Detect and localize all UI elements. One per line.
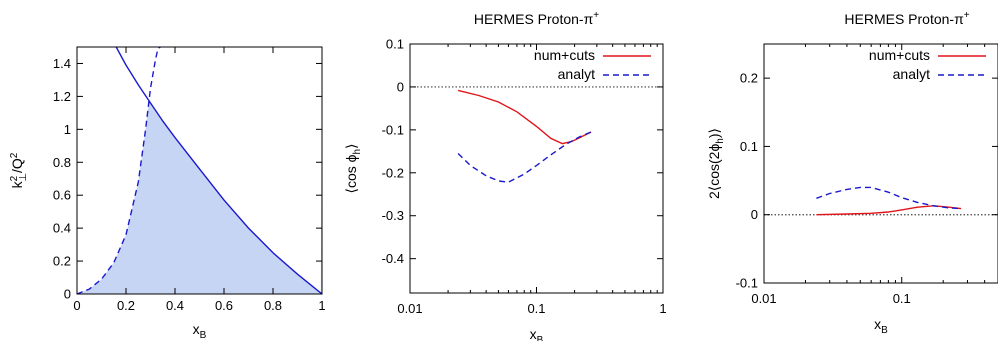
x-axis-label: xB xyxy=(874,316,888,336)
x-tick-label: 0.6 xyxy=(215,298,233,313)
y-axis-label-sub: h xyxy=(715,138,726,144)
x-axis-label-sub: B xyxy=(537,335,544,341)
x-axis-label-sub: B xyxy=(200,330,207,341)
y-axis-label-main: 2⟨cos(2ϕ xyxy=(706,144,722,199)
plot-frame xyxy=(409,43,664,294)
y-axis-label: ⟨cos ϕh⟩ xyxy=(343,143,363,193)
chart-3: 0.01 0.1 0.2 0.1 0 -0.1 xB 2⟨cos(2ϕh)⟩ HERMES Pr… xyxy=(706,10,998,336)
y-axis-label-rest: /Q xyxy=(9,158,25,173)
y-axis-label: 2⟨cos(2ϕh)⟩ xyxy=(706,128,726,199)
x-axis-label-main: x xyxy=(530,326,537,341)
y-tick-label: 0.1 xyxy=(386,37,404,52)
series-line-2 xyxy=(77,47,161,294)
y-tick-label: 0.2 xyxy=(740,71,758,86)
y-axis-label-main: k xyxy=(9,180,25,188)
x-axis-label: xB xyxy=(193,321,207,341)
series-line-numcuts xyxy=(816,205,962,216)
chart-title-sup: + xyxy=(964,10,970,21)
y-tick-label: 0.1 xyxy=(740,139,758,154)
y-axis-label-sup: 2 xyxy=(9,175,20,181)
x-tick-label: 0.1 xyxy=(893,291,911,306)
x-tick-label: 0.01 xyxy=(397,301,422,316)
x-tick-label: 1 xyxy=(318,298,325,313)
y-axis-label: k2⊥/Q2 xyxy=(9,152,29,188)
plot-area xyxy=(77,47,322,294)
chart-2: 0.01 0.1 1 0.1 0 -0.1 -0.2 -0.3 -0.4 xB ⟨cos ϕh⟩ HE… xyxy=(343,10,667,341)
y-tick-label: -0.2 xyxy=(382,165,404,180)
chart-title: HERMES Proton-π+ xyxy=(474,10,599,27)
plot-frame xyxy=(76,46,323,295)
chart-title-main: HERMES Proton-π xyxy=(474,11,594,27)
series-line-numcuts xyxy=(457,89,592,145)
y-tick-label: 0.2 xyxy=(53,254,71,269)
y-tick-label: -0.3 xyxy=(382,208,404,223)
x-axis-label-main: x xyxy=(874,316,881,332)
y-axis-label-end: )⟩ xyxy=(706,128,722,138)
x-tick-label: 1 xyxy=(659,301,666,316)
y-axis-label-sub: h xyxy=(352,149,363,155)
x-tick-label: 0.2 xyxy=(117,298,135,313)
x-tick-label: 0 xyxy=(73,298,80,313)
y-tick-label: -0.1 xyxy=(736,276,758,291)
y-tick-label: 1.4 xyxy=(53,56,71,71)
x-axis-label: xB xyxy=(530,326,544,341)
x-axis-label-main: x xyxy=(193,321,200,337)
chart-1: 0 0.2 0.4 0.6 0.8 100.20.40.60.811.21.4xBk2⊥/… xyxy=(9,46,326,341)
plot-frame xyxy=(763,43,998,284)
legend-label: num+cuts xyxy=(869,47,930,63)
y-axis-label-sub: ⊥ xyxy=(18,173,29,182)
chart-title-main: HERMES Proton-π xyxy=(844,11,964,27)
series-line-analyt xyxy=(816,186,962,210)
y-axis-label-sup2: 2 xyxy=(9,152,20,158)
y-tick-label: 1 xyxy=(64,122,71,137)
legend-label: analyt xyxy=(893,66,930,82)
y-tick-label: -0.1 xyxy=(382,122,404,137)
y-tick-label: -0.4 xyxy=(382,251,404,266)
series-line-1 xyxy=(115,47,322,294)
plot-area xyxy=(410,86,663,183)
y-tick-label: 1.2 xyxy=(53,89,71,104)
x-tick-label: 0.8 xyxy=(264,298,282,313)
y-axis-label-main: ⟨cos ϕ xyxy=(343,154,359,193)
legend-label: num+cuts xyxy=(534,47,595,63)
x-tick-label: 0.1 xyxy=(527,301,545,316)
chart-title: HERMES Proton-π+ xyxy=(844,10,969,27)
legend-label: analyt xyxy=(558,66,595,82)
y-axis-label-end: ⟩ xyxy=(343,143,359,148)
y-tick-label: 0 xyxy=(397,79,404,94)
y-tick-label: 0.4 xyxy=(53,221,71,236)
chart-title-sup: + xyxy=(593,10,599,21)
series-line-analyt xyxy=(457,131,592,183)
allowed-region-fill xyxy=(77,47,322,294)
y-tick-label: 0.8 xyxy=(53,155,71,170)
y-tick-label: 0.6 xyxy=(53,188,71,203)
x-axis-label-sub: B xyxy=(881,325,888,336)
x-tick-label: 0.01 xyxy=(751,291,776,306)
y-tick-label: 0 xyxy=(64,287,71,302)
plot-area xyxy=(764,186,998,216)
y-tick-label: 0 xyxy=(751,207,758,222)
x-tick-label: 0.4 xyxy=(166,298,184,313)
